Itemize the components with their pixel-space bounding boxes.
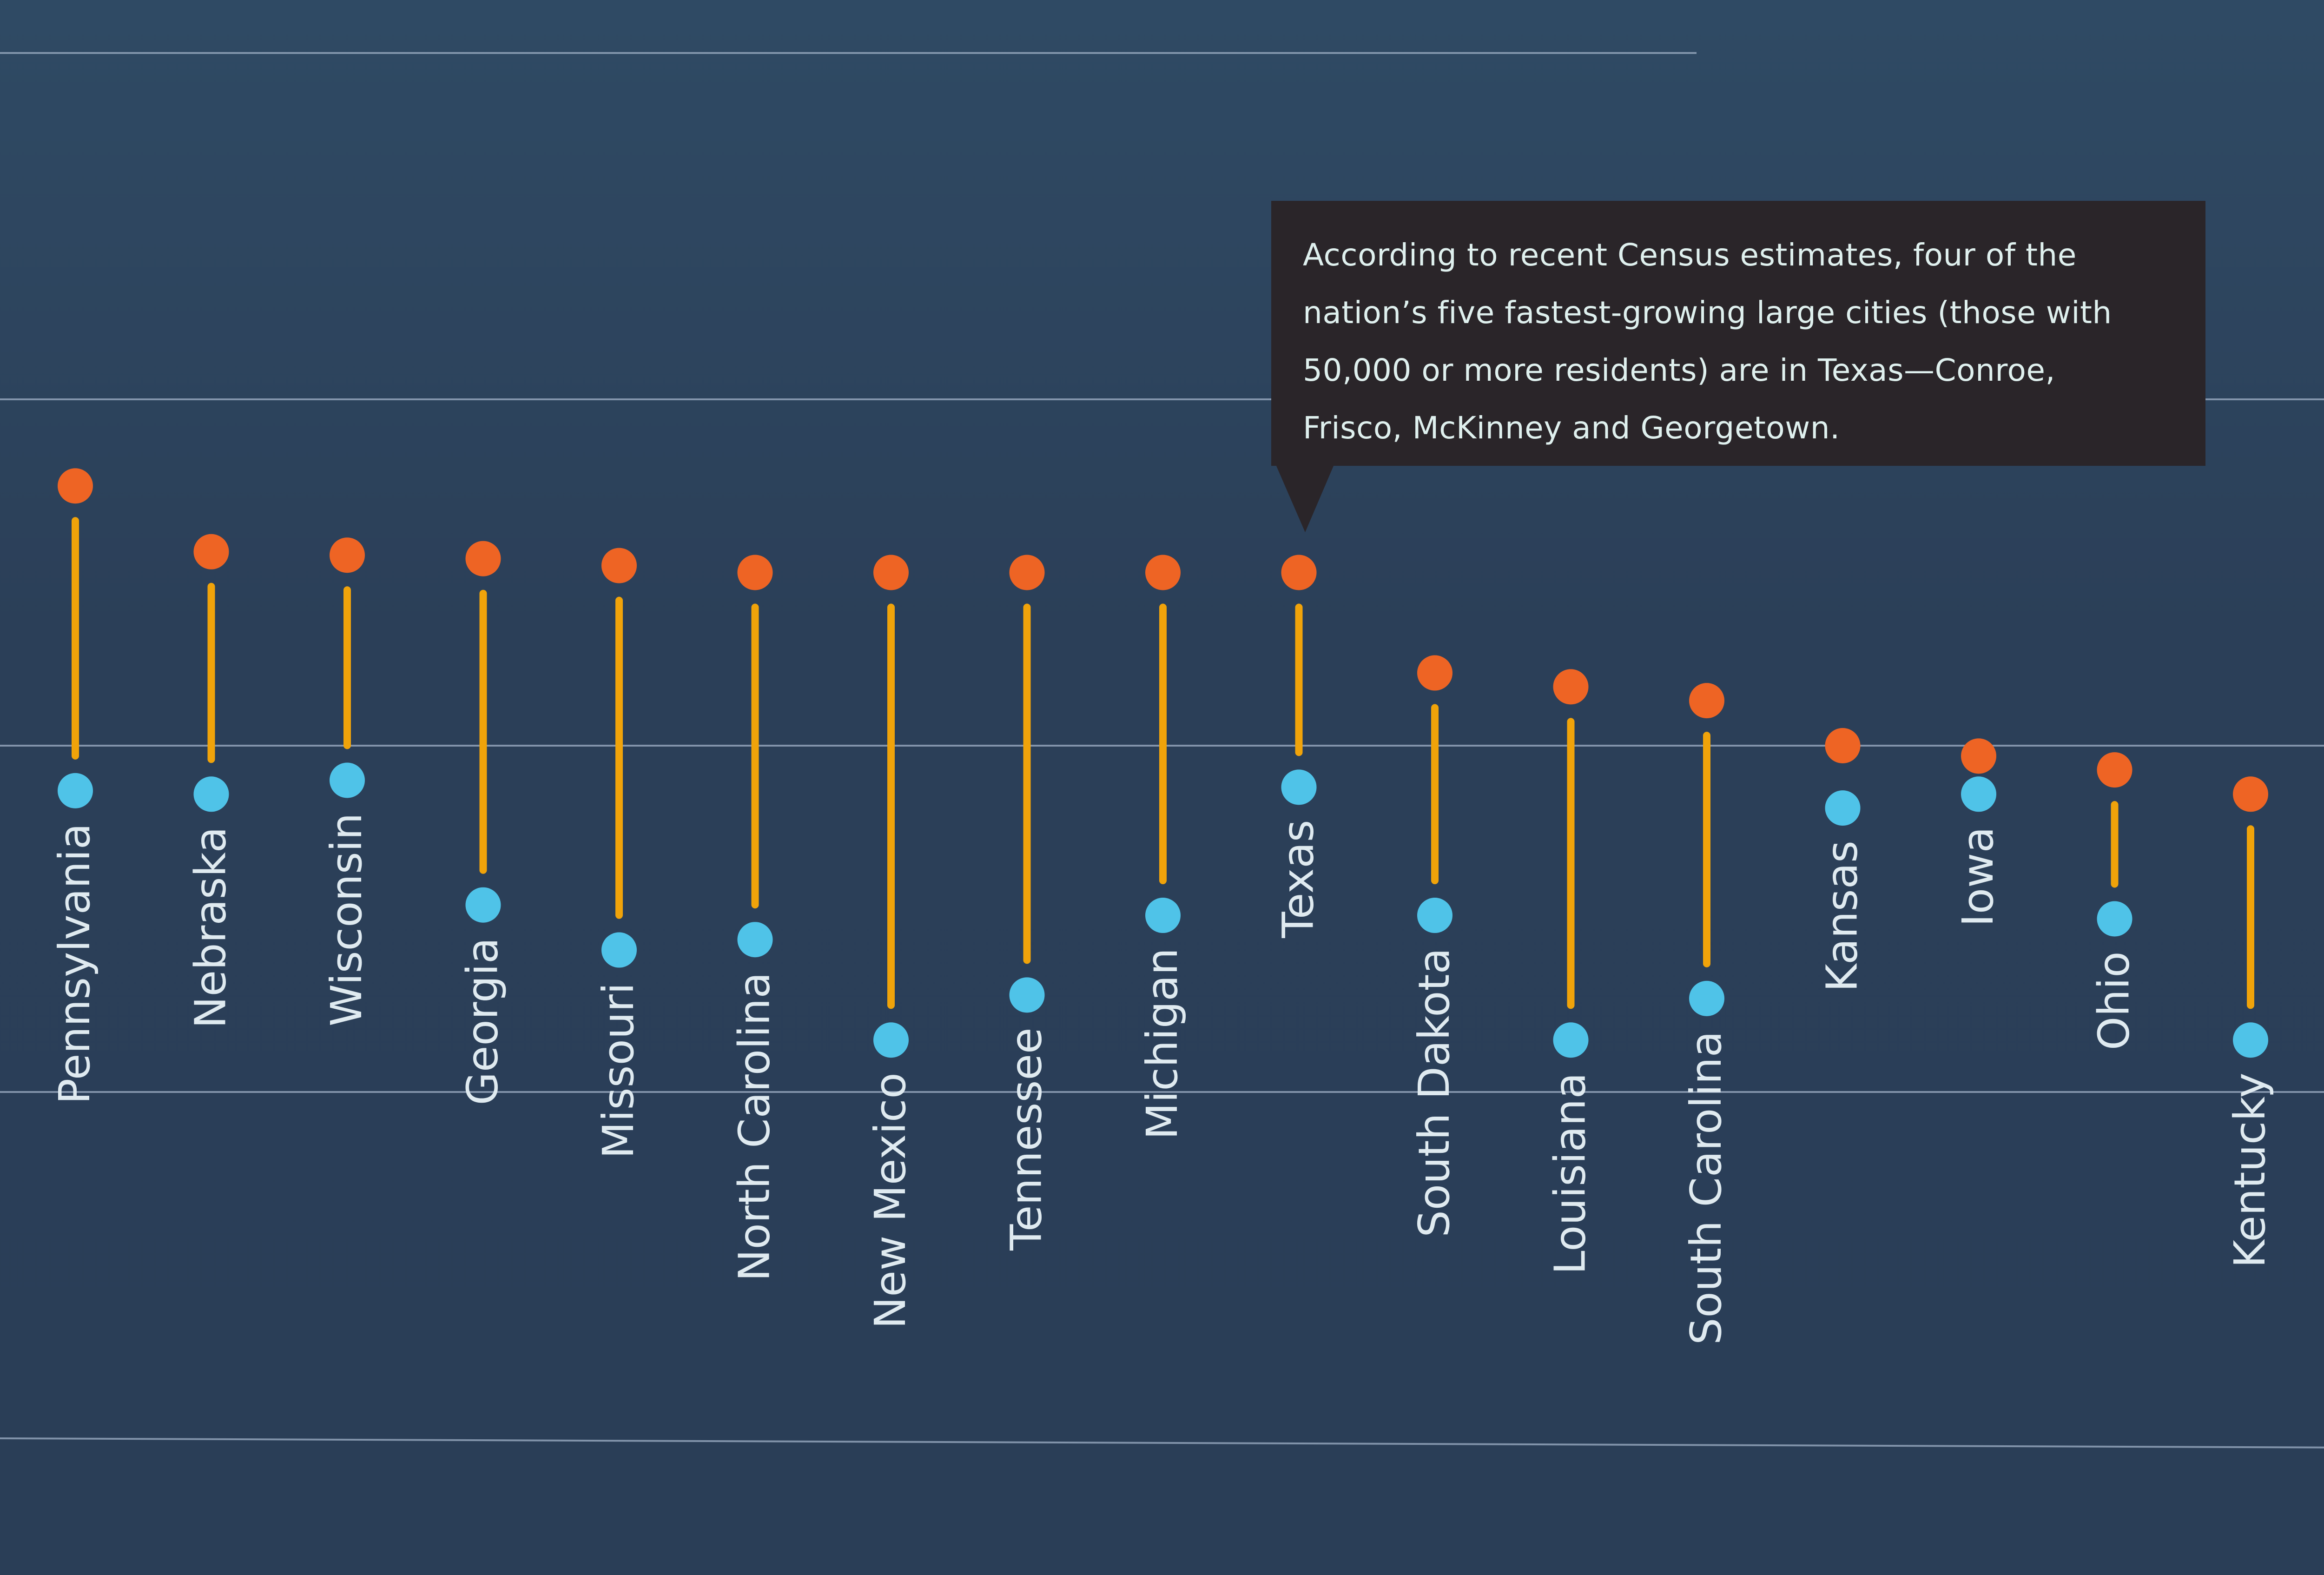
category-label: Kansas: [1817, 840, 1867, 992]
category-label: New Mexico: [865, 1072, 915, 1329]
orange-point-north-carolina: [737, 555, 773, 590]
orange-point-south-dakota: [1417, 655, 1452, 691]
orange-point-kansas: [1825, 728, 1861, 763]
blue-point-kentucky: [2233, 1022, 2268, 1058]
blue-point-missouri: [601, 932, 637, 968]
orange-point-kentucky: [2233, 776, 2268, 812]
blue-point-new-mexico: [873, 1022, 909, 1058]
chart-marks: [58, 468, 2268, 1058]
blue-point-kansas: [1825, 790, 1861, 826]
orange-point-pennsylvania: [58, 468, 93, 504]
category-labels: Pennsylvania Nebraska Wisconsin Georgia Miss…: [50, 813, 2275, 1345]
blue-point-wisconsin: [330, 762, 365, 798]
orange-point-south-carolina: [1689, 683, 1724, 719]
orange-point-louisiana: [1553, 669, 1589, 705]
annotation-line: According to recent Census estimates, fo…: [1303, 237, 2077, 273]
category-label: Pennsylvania: [50, 823, 99, 1104]
category-label: Georgia: [458, 938, 508, 1105]
category-label: Nebraska: [186, 827, 236, 1028]
blue-point-louisiana: [1553, 1022, 1589, 1058]
orange-point-georgia: [465, 541, 501, 576]
orange-point-texas: [1281, 555, 1317, 590]
category-label: Tennessee: [1002, 1027, 1051, 1251]
blue-point-ohio: [2097, 901, 2133, 937]
category-label: North Carolina: [730, 972, 779, 1281]
blue-point-south-dakota: [1417, 898, 1452, 933]
category-label: Iowa: [1953, 827, 2003, 926]
orange-point-michigan: [1145, 555, 1181, 590]
blue-point-texas: [1281, 769, 1317, 805]
orange-point-nebraska: [193, 534, 229, 569]
texas-annotation-callout: According to recent Census estimates, fo…: [1271, 201, 2205, 466]
category-label: Ohio: [2089, 952, 2139, 1051]
category-label: Michigan: [1137, 948, 1187, 1139]
annotation-line: 50,000 or more residents) are in Texas—C…: [1303, 352, 2055, 388]
blue-point-south-carolina: [1689, 980, 1724, 1016]
gridline: [0, 1437, 2324, 1449]
orange-point-iowa: [1961, 738, 1996, 774]
blue-point-nebraska: [193, 776, 229, 812]
category-label: Louisiana: [1545, 1072, 1595, 1274]
category-label: Texas: [1274, 820, 1323, 938]
blue-point-iowa: [1961, 776, 1996, 812]
blue-point-georgia: [465, 887, 501, 923]
annotation-line: nation’s five fastest-growing large citi…: [1303, 295, 2112, 331]
orange-point-missouri: [601, 548, 637, 583]
annotation-line: Frisco, McKinney and Georgetown.: [1303, 410, 1840, 446]
blue-point-pennsylvania: [58, 773, 93, 808]
blue-point-michigan: [1145, 898, 1181, 933]
orange-point-new-mexico: [873, 555, 909, 590]
blue-point-north-carolina: [737, 922, 773, 958]
orange-point-tennessee: [1009, 555, 1045, 590]
category-label: Missouri: [594, 983, 643, 1159]
callout-pointer: [1276, 465, 1334, 532]
orange-point-ohio: [2097, 752, 2133, 788]
orange-point-wisconsin: [330, 537, 365, 573]
blue-point-tennessee: [1009, 977, 1045, 1013]
category-label: South Carolina: [1681, 1031, 1731, 1345]
category-label: South Dakota: [1409, 948, 1459, 1238]
category-label: Kentucky: [2225, 1072, 2275, 1268]
category-label: Wisconsin: [322, 813, 371, 1026]
